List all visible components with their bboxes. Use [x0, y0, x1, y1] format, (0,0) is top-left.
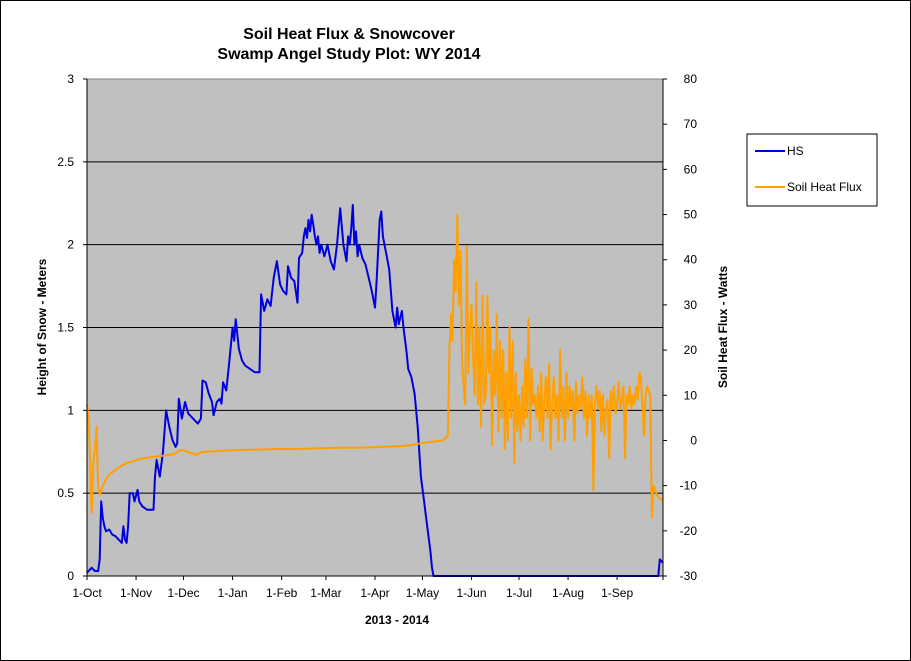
- series-line-soil-heat-flux: [86, 213, 663, 519]
- left-tick-label: 0: [67, 569, 74, 583]
- right-tick-label: 30: [684, 298, 698, 312]
- left-tick-label: 2.5: [57, 155, 74, 169]
- right-axis-ticks: -30 -20 -10 0 10 20 30 40 50 60 70 80: [663, 72, 697, 583]
- legend-label-soil-heat-flux: Soil Heat Flux: [787, 180, 862, 194]
- x-tick-label: 1-Oct: [72, 586, 102, 600]
- x-tick-label: 1-Aug: [552, 586, 584, 600]
- x-tick-label: 1-Nov: [120, 586, 152, 600]
- x-tick-label: 1-Dec: [168, 586, 200, 600]
- right-tick-label: -10: [680, 479, 698, 493]
- x-axis-label: 2013 - 2014: [365, 613, 429, 627]
- right-tick-label: -30: [680, 569, 698, 583]
- x-tick-label: 1-May: [406, 586, 439, 600]
- chart-title: Soil Heat Flux & Snowcover: [243, 26, 455, 43]
- right-tick-label: 40: [684, 253, 698, 267]
- y-axis-right-label: Soil Heat Flux - Watts: [716, 266, 730, 389]
- left-tick-label: 0.5: [57, 486, 74, 500]
- right-tick-label: 80: [684, 72, 698, 86]
- legend: HS Soil Heat Flux: [746, 133, 878, 207]
- right-tick-label: -20: [680, 524, 698, 538]
- left-axis-ticks: 0 0.5 1 1.5 2 2.5 3: [57, 72, 87, 583]
- legend-box: [746, 133, 878, 207]
- left-tick-label: 1.5: [57, 321, 74, 335]
- x-tick-label: 1-Jun: [457, 586, 487, 600]
- left-tick-label: 2: [67, 238, 74, 252]
- chart-subtitle: Swamp Angel Study Plot: WY 2014: [217, 46, 480, 63]
- series-layer: [86, 203, 664, 577]
- x-tick-label: 1-Apr: [360, 586, 389, 600]
- x-tick-label: 1-Sep: [601, 586, 633, 600]
- x-tick-label: 1-Mar: [310, 586, 341, 600]
- x-tick-label: 1-Jul: [506, 586, 532, 600]
- left-tick-label: 1: [67, 403, 74, 417]
- legend-label-hs: HS: [787, 144, 804, 158]
- x-tick-label: 1-Jan: [218, 586, 248, 600]
- right-tick-label: 0: [690, 433, 697, 447]
- series-line-hs: [86, 203, 664, 577]
- x-tick-label: 1-Feb: [266, 586, 298, 600]
- x-axis-ticks: 1-Oct 1-Nov 1-Dec 1-Jan 1-Feb 1-Mar 1-Apr 1-May…: [72, 576, 664, 600]
- right-tick-label: 20: [684, 343, 698, 357]
- right-tick-label: 10: [684, 388, 698, 402]
- left-tick-label: 3: [67, 72, 74, 86]
- right-tick-label: 70: [684, 117, 698, 131]
- right-tick-label: 60: [684, 162, 698, 176]
- right-tick-label: 50: [684, 208, 698, 222]
- y-axis-left-label: Height of Snow - Meters: [35, 258, 49, 395]
